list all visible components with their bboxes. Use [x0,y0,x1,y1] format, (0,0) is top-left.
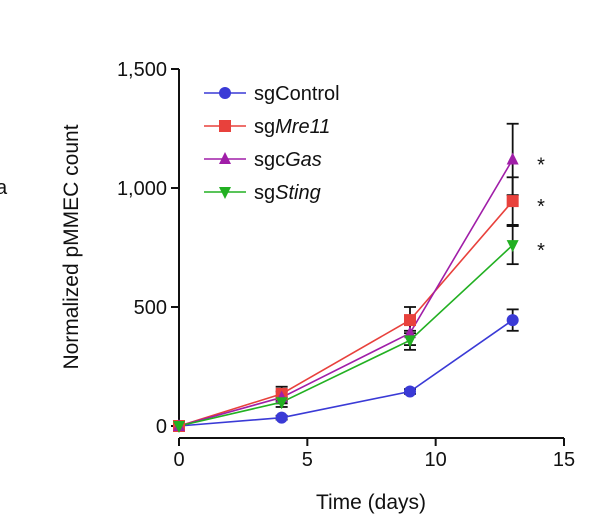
x-tick-label: 15 [553,449,575,471]
x-tick-label: 10 [425,449,447,471]
data-point [506,240,519,253]
data-point [506,195,519,208]
legend: sgControl sgMre11 sgcGas sgSting [204,83,340,204]
series-line-0 [178,319,514,427]
significance-mark: * [537,240,545,262]
y-axis-title: Normalized pMMEC count [60,124,83,369]
y-tick-label: 1,000 [117,178,167,200]
significance-mark: * [537,196,545,218]
significance-mark: * [537,154,545,176]
data-point [506,314,519,327]
x-axis-title: Time (days) [316,491,426,514]
legend-marker [219,187,231,199]
data-point [506,152,519,165]
panel-fragment: a [0,177,8,199]
significance-marks: * * * [537,154,545,262]
legend-marker [219,152,231,164]
x-tick-label: 0 [173,449,184,471]
legend-label: sgMre11 [254,116,330,138]
data-points [173,152,519,433]
data-point [404,335,416,348]
legend-marker [219,87,231,99]
series-lines [178,159,514,427]
x-tick-label: 5 [302,449,313,471]
data-point [275,397,288,410]
y-tick-label: 0 [156,416,167,438]
legend-marker [219,120,231,132]
axes: 0 500 1,000 1,500 0 5 10 15 [117,59,575,471]
series-line-3 [178,244,514,427]
data-point [404,314,416,327]
legend-label: sgControl [254,83,340,105]
data-point [404,326,416,339]
series-line-1 [178,200,514,427]
data-point [404,385,416,398]
data-point [275,411,288,424]
legend-label: sgSting [254,182,321,204]
series-line-2 [178,159,514,427]
data-point [173,421,185,433]
y-tick-label: 500 [134,297,167,319]
legend-label: sgcGas [254,149,322,171]
y-tick-label: 1,500 [117,59,167,81]
